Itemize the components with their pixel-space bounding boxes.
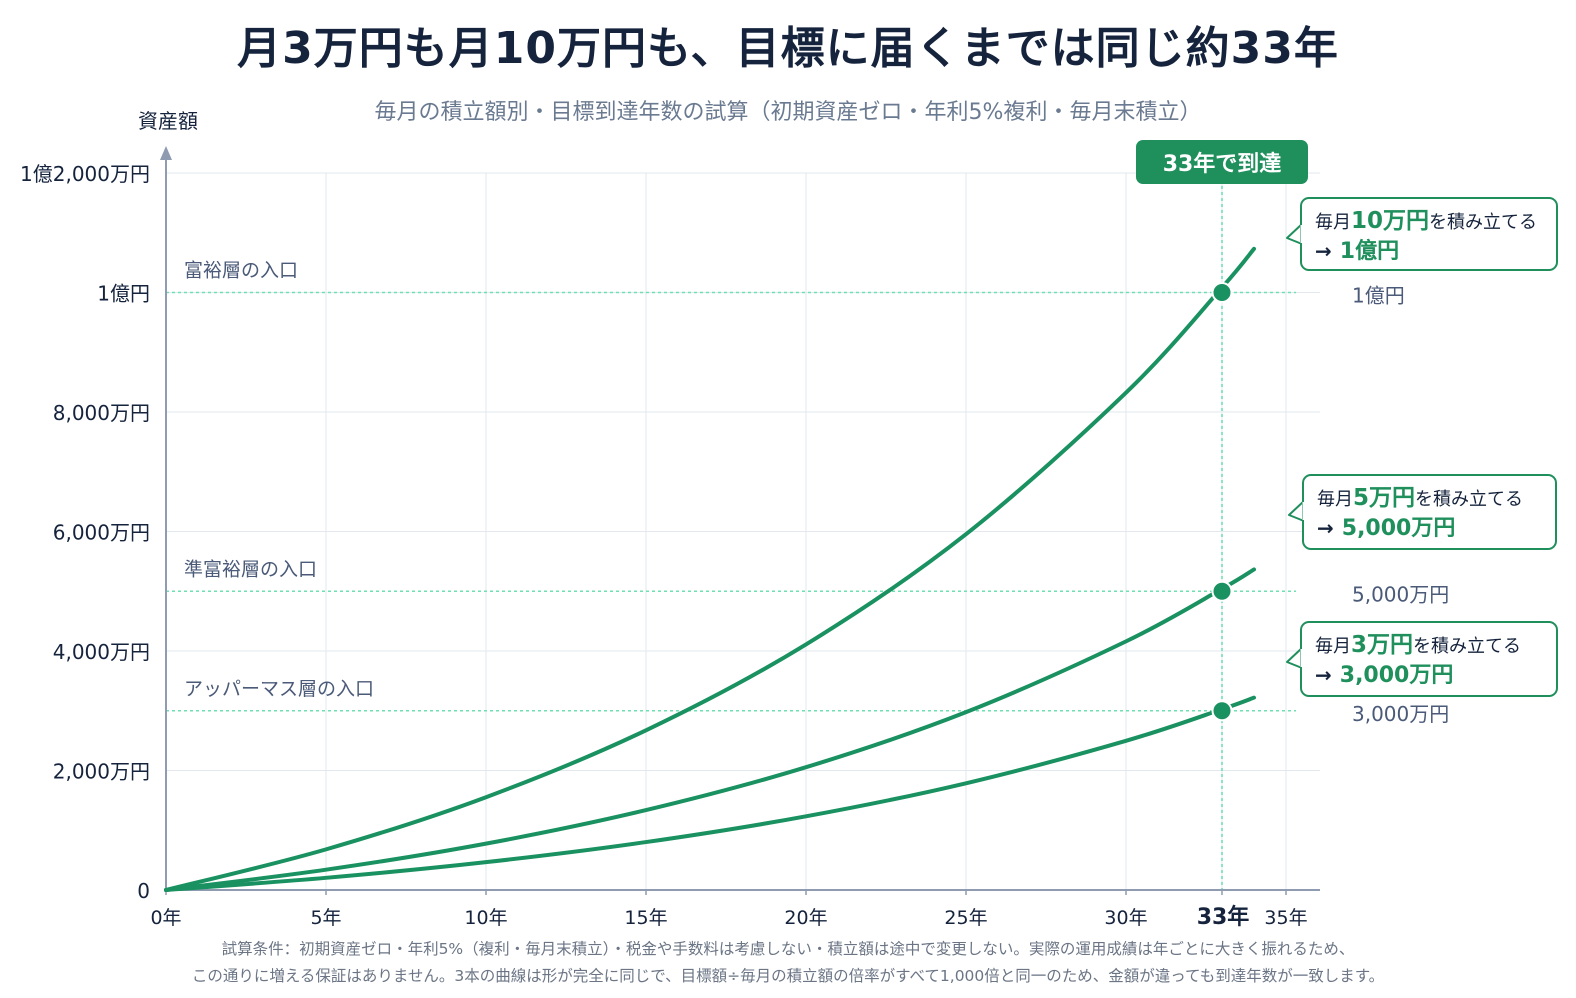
x-tick-label: 0年 bbox=[150, 907, 181, 929]
title-highlight: 同じ約33年 bbox=[1095, 23, 1339, 74]
y-tick-label: 6,000万円 bbox=[53, 521, 150, 545]
callout-line-1: 毎月10万円を積み立てる bbox=[1315, 208, 1537, 234]
callout-result: 3,000万円 bbox=[1340, 663, 1454, 688]
callout-arrow: → bbox=[1315, 663, 1332, 687]
y-tick-label: 1億円 bbox=[97, 282, 150, 306]
callout-pointer-mask bbox=[1300, 225, 1305, 243]
target-value-label: 1億円 bbox=[1352, 284, 1405, 308]
x-tick-label: 30年 bbox=[1104, 907, 1147, 929]
callout-prefix: 毎月 bbox=[1315, 636, 1351, 657]
callout-line-2: → 5,000万円 bbox=[1317, 516, 1455, 541]
footnote-line-2: この通りに増える保証はありません。3本の曲線は形が完全に同じで、目標額÷毎月の積… bbox=[191, 967, 1385, 985]
callout-prefix: 毎月 bbox=[1315, 212, 1351, 233]
x-tick-label: 15年 bbox=[624, 907, 667, 929]
callout-pointer bbox=[1288, 500, 1305, 522]
target-value-label: 3,000万円 bbox=[1352, 702, 1449, 726]
callout-result: 5,000万円 bbox=[1342, 516, 1456, 541]
y-tick-label: 2,000万円 bbox=[53, 760, 150, 784]
callout-line-1: 毎月3万円を積み立てる bbox=[1315, 632, 1521, 658]
callout-prefix: 毎月 bbox=[1317, 489, 1353, 510]
series-line bbox=[164, 567, 1256, 892]
series-callout: 毎月3万円を積み立てる → 3,000万円 bbox=[1286, 621, 1558, 697]
chart-title: 月3万円も月10万円も、目標に届くまでは同じ約33年 bbox=[0, 12, 1576, 76]
x-tick-label: 10年 bbox=[464, 907, 507, 929]
callout-result: 1億円 bbox=[1340, 238, 1399, 264]
y-tick-label: 0 bbox=[137, 879, 150, 903]
callout-pointer-mask bbox=[1300, 649, 1305, 667]
chart-subtitle: 毎月の積立額別・目標到達年数の試算（初期資産ゼロ・年利5%複利・毎月末積立） bbox=[374, 100, 1202, 125]
series-callout: 毎月5万円を積み立てる → 5,000万円 bbox=[1288, 474, 1557, 550]
series-line bbox=[164, 246, 1256, 892]
callout-arrow: → bbox=[1317, 516, 1334, 540]
callout-line-2: → 3,000万円 bbox=[1315, 663, 1453, 688]
x-tick-label: 5年 bbox=[310, 907, 341, 929]
callout-suffix: を積み立てる bbox=[1415, 489, 1523, 510]
callout-amount: 3万円 bbox=[1351, 632, 1413, 658]
y-tick-label: 1億2,000万円 bbox=[20, 162, 150, 186]
callout-line-2: → 1億円 bbox=[1315, 238, 1399, 264]
x-tick-label: 20年 bbox=[784, 907, 827, 929]
y-axis-arrow bbox=[160, 146, 172, 160]
y-tick-label: 8,000万円 bbox=[53, 401, 150, 425]
tier-label: 富裕層の入口 bbox=[184, 260, 298, 282]
x-tick-label: 35年 bbox=[1264, 907, 1307, 929]
callout-pointer bbox=[1286, 223, 1303, 245]
callout-suffix: を積み立てる bbox=[1429, 212, 1537, 233]
x-tick-label: 25年 bbox=[944, 907, 987, 929]
target-value-label: 5,000万円 bbox=[1352, 582, 1449, 606]
data-point-marker bbox=[1211, 282, 1233, 303]
callout-arrow: → bbox=[1315, 239, 1332, 263]
tier-label: 準富裕層の入口 bbox=[184, 558, 317, 580]
footnote: 試算条件：初期資産ゼロ・年利5%（複利・毎月末積立）・税金や手数料は考慮しない・… bbox=[0, 936, 1576, 990]
data-point-marker bbox=[1211, 580, 1233, 602]
callout-suffix: を積み立てる bbox=[1413, 636, 1521, 657]
callout-pointer-mask bbox=[1302, 502, 1307, 520]
callout-amount: 5万円 bbox=[1353, 485, 1415, 511]
footnote-line-1: 試算条件：初期資産ゼロ・年利5%（複利・毎月末積立）・税金や手数料は考慮しない・… bbox=[221, 940, 1355, 958]
reach-badge bbox=[1136, 140, 1308, 184]
callout-line-1: 毎月5万円を積み立てる bbox=[1317, 485, 1523, 511]
tier-label: アッパーマス層の入口 bbox=[184, 678, 374, 700]
title-main: 月3万円も月10万円も、目標に届くまでは bbox=[237, 23, 1096, 74]
y-tick-label: 4,000万円 bbox=[53, 640, 150, 664]
callout-amount: 10万円 bbox=[1351, 208, 1429, 234]
series-line bbox=[164, 695, 1256, 892]
series-callout: 毎月10万円を積み立てる → 1億円 bbox=[1286, 197, 1558, 271]
reach-badge-text: 33年で到達 bbox=[1163, 151, 1282, 177]
x-tick-label: 33年 bbox=[1197, 904, 1250, 930]
data-point-marker bbox=[1211, 700, 1233, 722]
y-axis-label: 資産額 bbox=[138, 109, 198, 133]
